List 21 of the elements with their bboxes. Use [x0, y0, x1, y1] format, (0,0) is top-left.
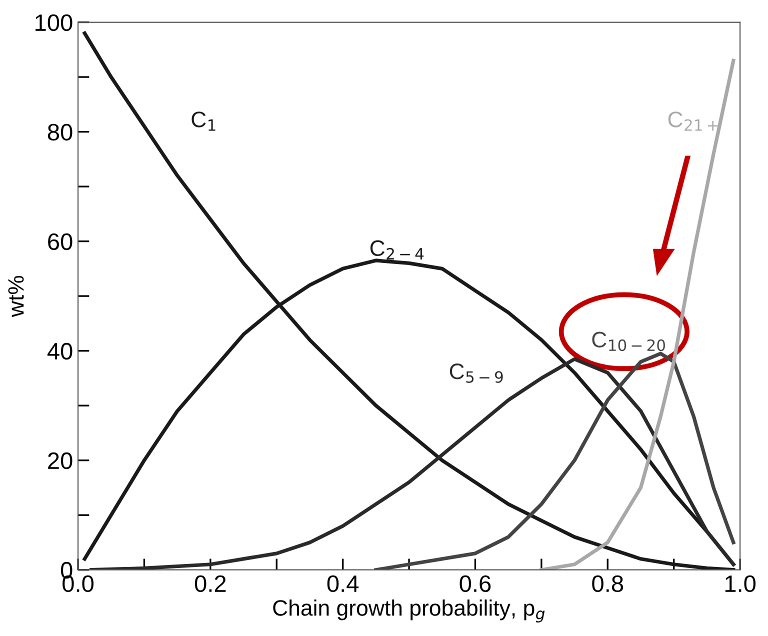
x-tick-label: 0.6 [460, 575, 491, 592]
series-label: C$_{5−9}$ [450, 364, 503, 383]
series-label: C$_{1}$ [192, 112, 216, 131]
x-tick-label: 0.2 [194, 575, 226, 592]
y-tick-label: 80 [48, 124, 72, 141]
y-axis-title: wt% [8, 276, 24, 318]
x-tick-label: 0.8 [592, 575, 624, 592]
line-series [374, 352, 736, 570]
series-label: C$_{2−4}$ [370, 240, 424, 260]
y-tick-label: 40 [47, 342, 72, 360]
y-tick-label: 60 [48, 233, 72, 250]
line-series [89, 357, 736, 570]
series-label: C$_{10−20}$ [592, 332, 665, 352]
x-axis-title: Chain growth probability, p$_{g}$ [273, 600, 545, 622]
y-tick-label: 100 [36, 14, 72, 32]
line-series [540, 58, 736, 570]
line-series [82, 31, 736, 570]
series-label: C$_{21+}$ [668, 112, 718, 131]
y-tick-label: 20 [48, 452, 72, 470]
x-tick-label: 0.4 [327, 575, 359, 592]
x-tick-label: 1.0 [725, 575, 756, 592]
